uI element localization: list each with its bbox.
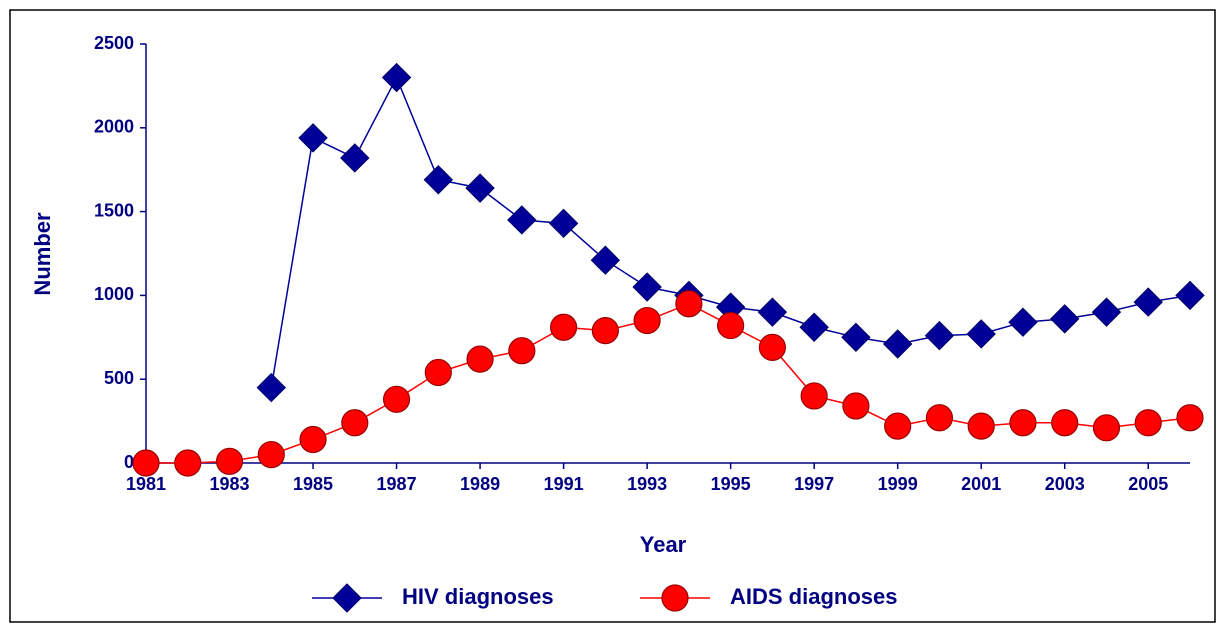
point — [1175, 280, 1205, 311]
y-tick-label: 1000 — [94, 284, 134, 304]
point — [925, 404, 954, 432]
x-tick-label: 1989 — [460, 474, 500, 494]
point — [1008, 307, 1038, 337]
point — [967, 412, 995, 440]
x-tick-label: 1991 — [544, 474, 584, 494]
point — [1050, 304, 1080, 334]
point — [382, 385, 411, 413]
legend-label: HIV diagnoses — [402, 584, 554, 609]
point — [882, 329, 913, 359]
legend-marker — [332, 583, 362, 613]
x-tick-label: 1983 — [209, 474, 249, 494]
x-tick-label: 2003 — [1045, 474, 1085, 494]
point — [1092, 414, 1121, 442]
point — [465, 173, 495, 203]
y-tick-label: 500 — [104, 368, 134, 388]
point — [341, 409, 369, 437]
point — [632, 272, 662, 302]
point — [132, 449, 160, 477]
point — [424, 358, 452, 387]
point — [800, 382, 828, 410]
point — [174, 449, 202, 477]
x-tick-label: 1985 — [293, 474, 333, 494]
x-tick-label: 1995 — [711, 474, 751, 494]
point — [299, 425, 327, 454]
point — [966, 319, 996, 349]
x-tick-label: 1999 — [878, 474, 918, 494]
point — [1051, 409, 1079, 437]
point — [799, 312, 829, 342]
point — [757, 297, 788, 327]
point — [924, 320, 955, 351]
x-tick-label: 1997 — [794, 474, 834, 494]
point — [507, 205, 537, 235]
point — [884, 412, 912, 440]
point — [1133, 287, 1163, 317]
x-tick-label: 1981 — [126, 474, 166, 494]
point — [675, 290, 703, 318]
point — [256, 372, 286, 403]
point — [1091, 297, 1122, 327]
x-tick-label: 2001 — [961, 474, 1001, 494]
point — [381, 62, 412, 93]
point — [717, 311, 745, 340]
point — [423, 165, 454, 195]
x-tick-label: 1987 — [377, 474, 417, 494]
point — [257, 441, 285, 469]
point — [340, 143, 370, 173]
point — [841, 322, 871, 353]
legend-marker — [661, 584, 689, 612]
point — [633, 306, 661, 335]
point — [1176, 404, 1204, 432]
x-axis-title: Year — [640, 532, 687, 557]
point — [549, 313, 578, 341]
point — [758, 333, 787, 361]
y-tick-label: 2500 — [94, 33, 134, 53]
y-tick-label: 1500 — [94, 200, 134, 220]
point — [215, 447, 244, 475]
point — [842, 392, 870, 420]
point — [548, 208, 579, 239]
point — [1009, 409, 1037, 437]
y-tick-label: 0 — [124, 452, 134, 472]
x-tick-label: 2005 — [1128, 474, 1168, 494]
y-axis-title: Number — [30, 212, 55, 296]
chart-border — [9, 9, 1216, 623]
point — [591, 316, 619, 345]
point — [508, 337, 536, 365]
point — [590, 245, 621, 275]
x-tick-label: 1993 — [627, 474, 667, 494]
y-tick-label: 2000 — [94, 117, 134, 137]
legend-label: AIDS diagnoses — [730, 584, 897, 609]
point — [1134, 409, 1162, 437]
point — [298, 123, 328, 153]
point — [466, 345, 494, 373]
